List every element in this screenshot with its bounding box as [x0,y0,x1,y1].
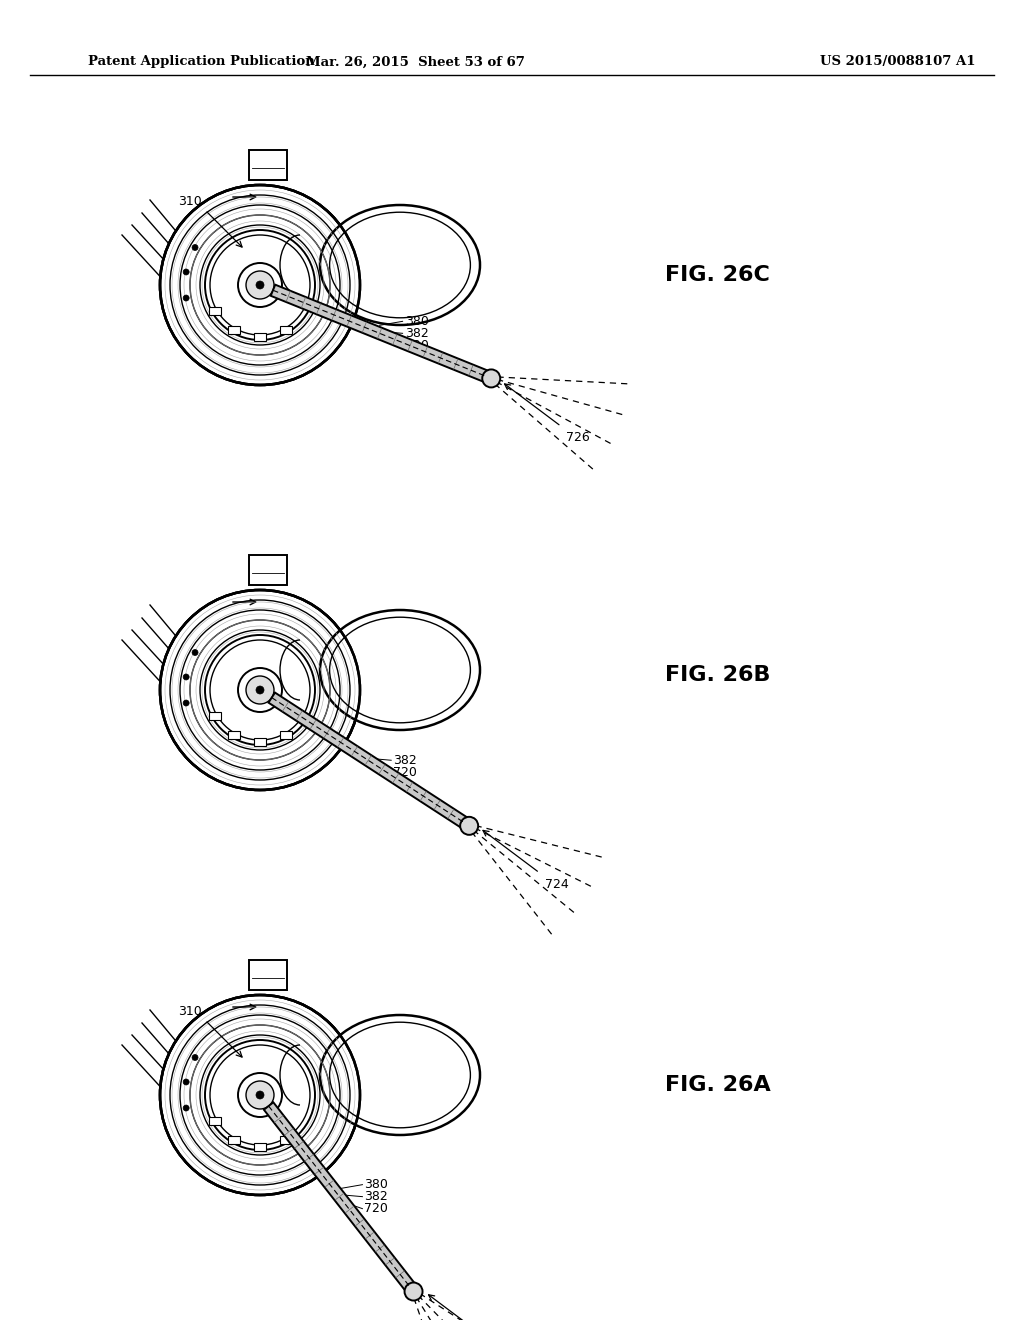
Bar [280,1137,292,1144]
Circle shape [193,244,198,251]
Bar [228,326,240,334]
Circle shape [183,1105,189,1111]
Polygon shape [264,1102,415,1291]
Circle shape [256,281,264,289]
Circle shape [246,271,274,300]
Circle shape [183,269,189,275]
Text: FIG. 26B: FIG. 26B [665,665,770,685]
Circle shape [160,995,360,1195]
Text: 310: 310 [178,195,202,209]
Bar [280,731,292,739]
Polygon shape [270,285,488,381]
Ellipse shape [319,1015,480,1135]
Circle shape [238,668,282,711]
Text: 720: 720 [404,339,428,352]
Text: 726: 726 [566,432,590,445]
Bar [280,326,292,334]
Bar [209,308,221,315]
Circle shape [404,1283,423,1300]
Bar [209,1117,221,1125]
Text: 310: 310 [178,1005,202,1018]
Bar [254,333,266,341]
Circle shape [183,675,189,680]
Circle shape [246,676,274,704]
Text: 720: 720 [393,766,417,779]
Text: Patent Application Publication: Patent Application Publication [88,55,314,69]
Text: 382: 382 [393,754,417,767]
Circle shape [460,817,478,834]
Text: 380: 380 [365,1179,388,1191]
Bar [209,711,221,719]
Text: Mar. 26, 2015  Sheet 53 of 67: Mar. 26, 2015 Sheet 53 of 67 [305,55,524,69]
Bar [249,150,287,180]
Circle shape [482,370,501,388]
Circle shape [246,1081,274,1109]
Text: FIG. 26A: FIG. 26A [665,1074,771,1096]
Text: FIG. 26C: FIG. 26C [665,265,770,285]
Circle shape [256,686,264,694]
Bar [254,1143,266,1151]
Bar [249,554,287,585]
Circle shape [183,296,189,301]
Circle shape [238,263,282,308]
Text: US 2015/0088107 A1: US 2015/0088107 A1 [820,55,976,69]
Circle shape [238,1073,282,1117]
Circle shape [183,1078,189,1085]
Text: 380: 380 [404,315,428,327]
Circle shape [193,1055,198,1060]
Polygon shape [268,693,468,828]
Circle shape [183,700,189,706]
Text: 382: 382 [365,1191,388,1203]
Bar [228,1137,240,1144]
Ellipse shape [319,610,480,730]
Text: 382: 382 [404,327,428,339]
Text: 724: 724 [545,878,568,891]
Ellipse shape [319,205,480,325]
Circle shape [256,1092,264,1100]
Bar [254,738,266,746]
Bar [228,731,240,739]
Circle shape [160,590,360,789]
Text: 720: 720 [365,1203,388,1216]
Bar [249,960,287,990]
Circle shape [160,185,360,385]
Circle shape [193,649,198,656]
